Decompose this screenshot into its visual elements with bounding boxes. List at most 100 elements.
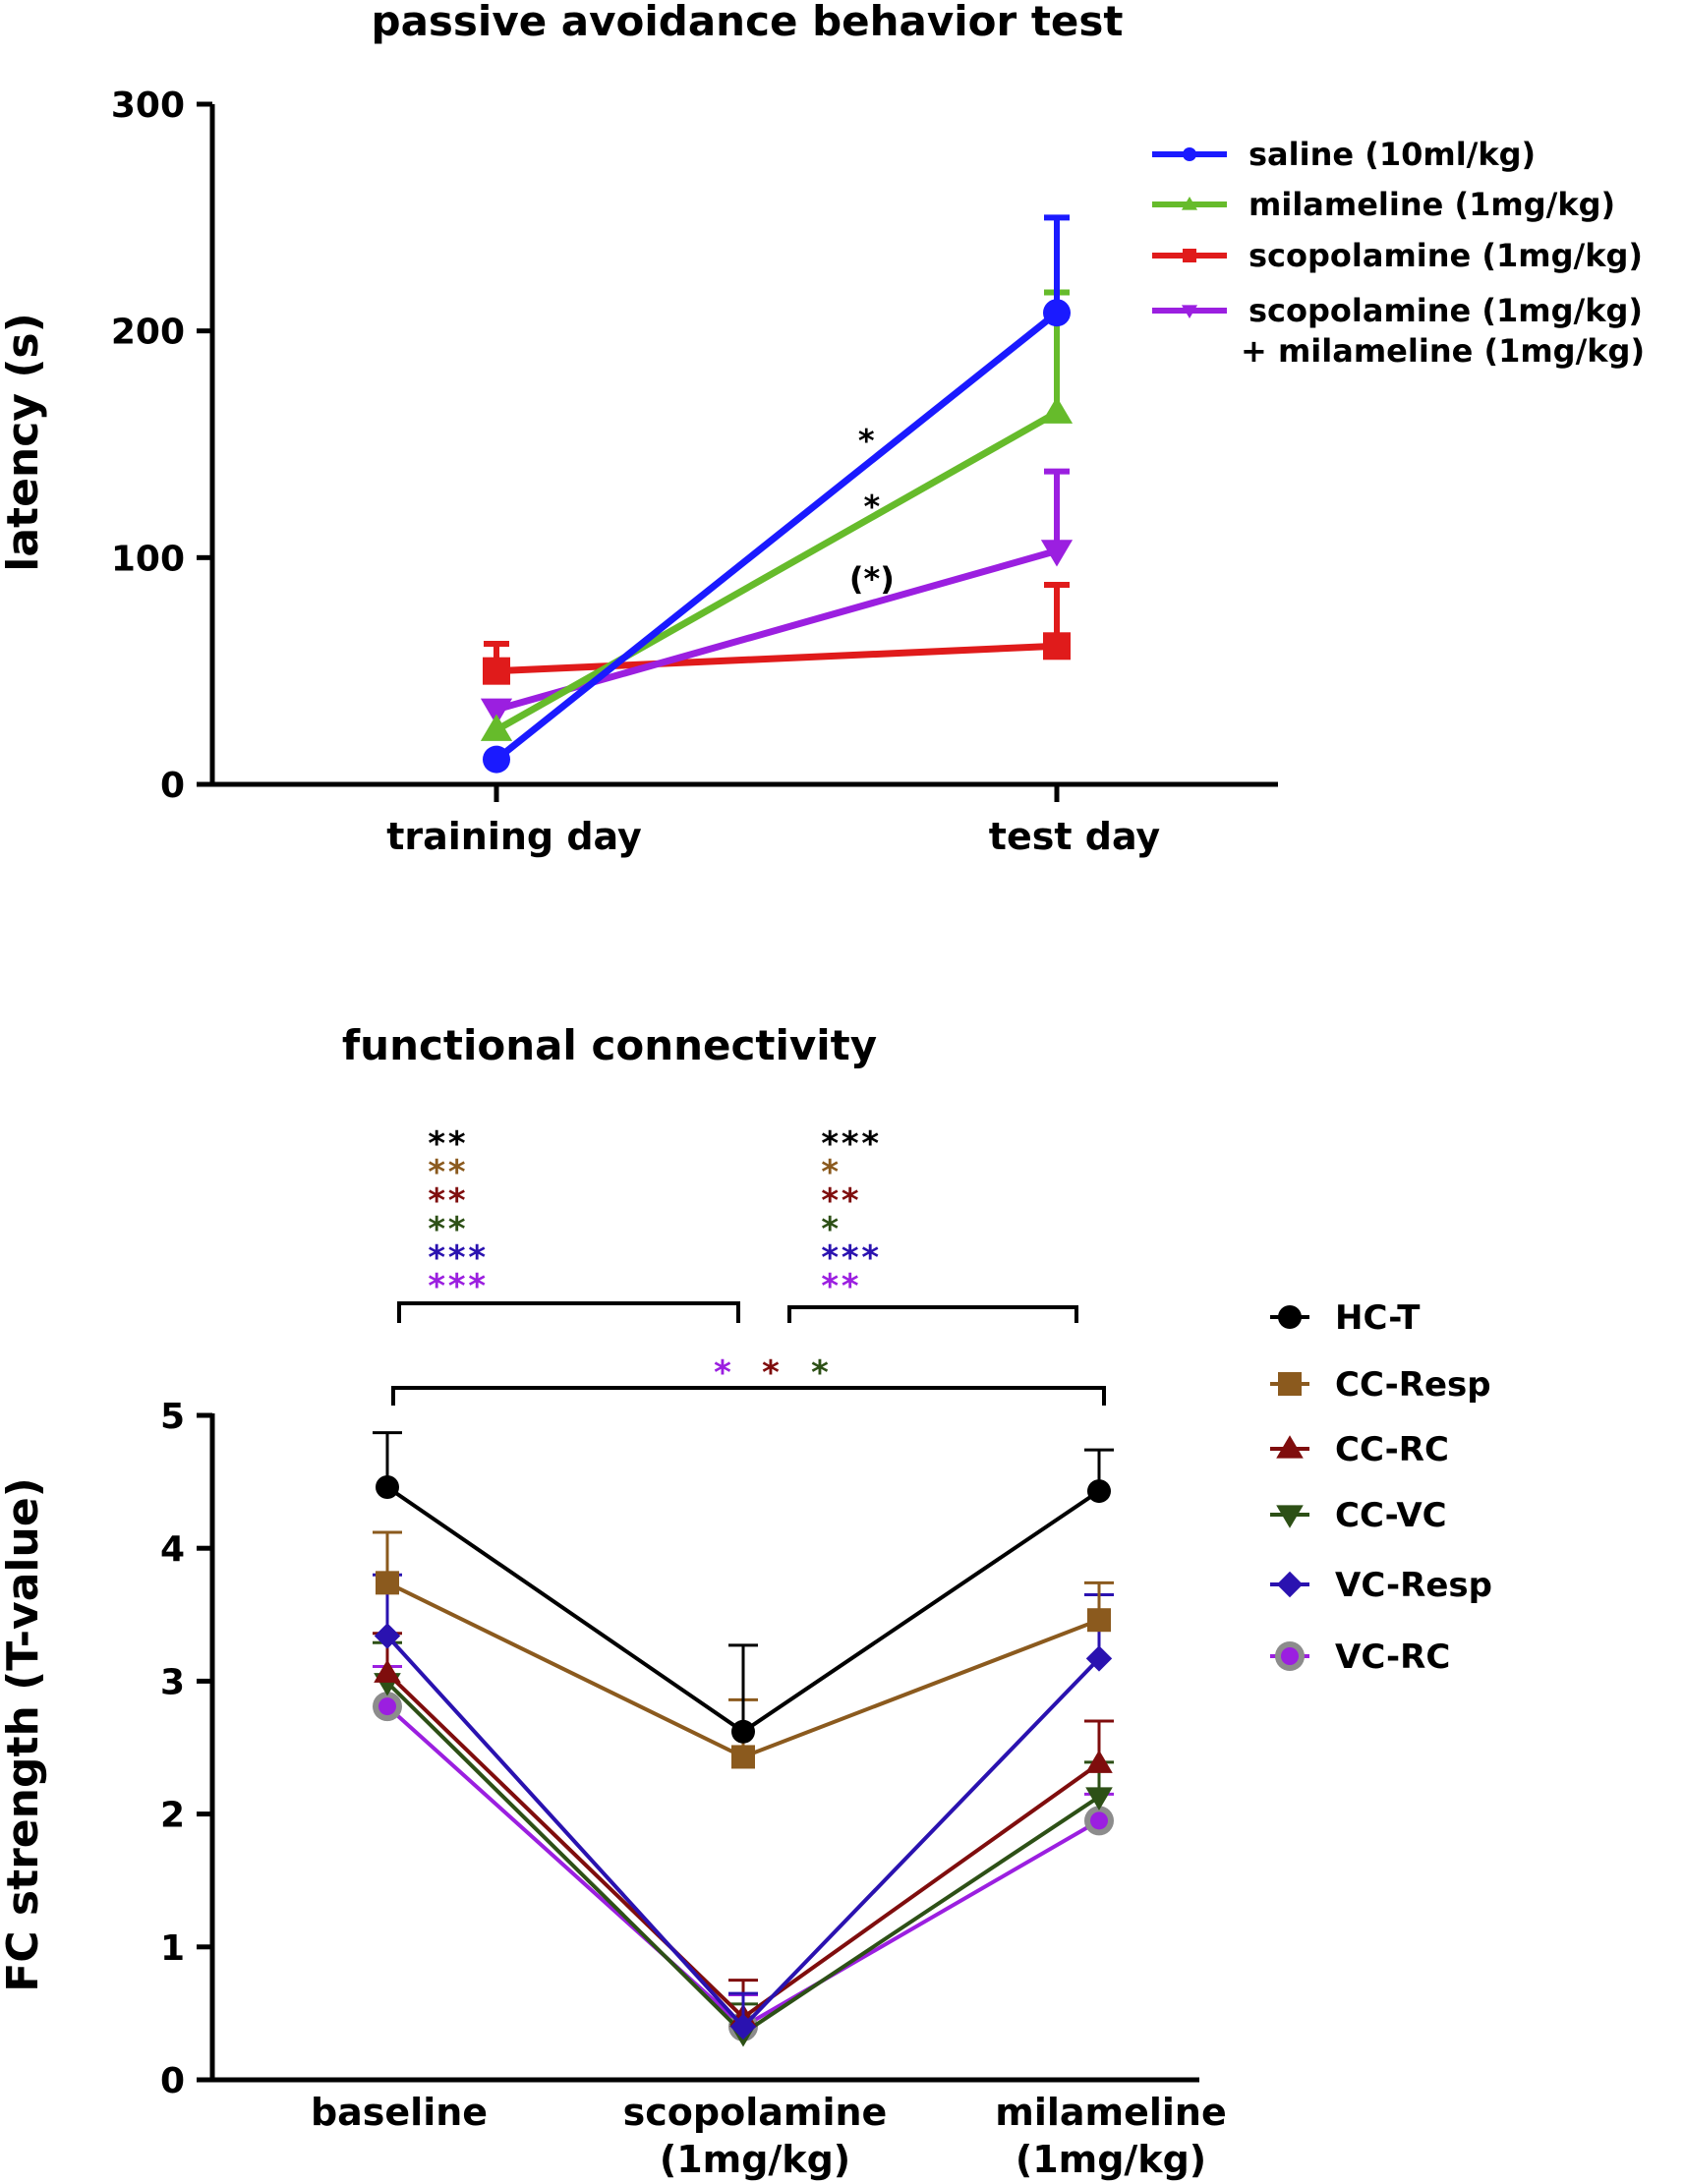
chart2-y-tick-label: 0: [160, 2061, 185, 2101]
significance-stars: ***: [427, 1238, 487, 1278]
chart2-point: [1087, 1608, 1111, 1633]
chart2-point: [1085, 1645, 1113, 1672]
chart1-annotation: (*): [849, 560, 895, 598]
chart2-x-tick-label: scopolamine: [623, 2091, 888, 2134]
legend-label: HC-T: [1335, 1298, 1421, 1338]
significance-stars: ***: [820, 1124, 880, 1164]
significance-stars: **: [820, 1181, 860, 1221]
chart2-y-tick-label: 5: [160, 1397, 185, 1437]
significance-stars: **: [427, 1181, 467, 1221]
chart1-annotation: *: [858, 422, 875, 459]
chart1-series-line: [494, 409, 1059, 733]
chart1-series-1: [480, 289, 1074, 741]
legend-marker: [1181, 196, 1198, 210]
chart2-point-core: [1090, 1811, 1108, 1830]
significance-stars: *: [713, 1353, 732, 1393]
significance-stars: **: [427, 1124, 467, 1164]
chart2-point-core: [378, 1697, 396, 1716]
chart1-point: [483, 657, 510, 685]
chart1-title: passive avoidance behavior test: [372, 0, 1124, 45]
chart2-y-tick-label: 1: [160, 1928, 185, 1969]
legend-label: milameline (1mg/kg): [1248, 186, 1615, 223]
chart1: passive avoidance behavior test latency …: [0, 0, 1645, 858]
chart1-point: [480, 698, 513, 725]
significance-bracket: [391, 1386, 1106, 1406]
legend-label: VC-Resp: [1335, 1566, 1492, 1605]
significance-stars: *: [820, 1153, 840, 1192]
chart1-y-tick-label: 300: [111, 86, 185, 126]
chart2-legend-item: CC-RC: [1270, 1430, 1449, 1469]
significance-stars: **: [427, 1153, 467, 1192]
legend-label-line2: + milameline (1mg/kg): [1241, 332, 1645, 370]
chart2-series-4: [373, 1573, 1114, 2040]
chart2-point: [1084, 1806, 1114, 1836]
chart1-x-tick-label: training day: [386, 815, 642, 858]
chart2-legend-item: CC-VC: [1270, 1496, 1447, 1535]
legend-marker: [1183, 249, 1196, 262]
chart2-legend-item: HC-T: [1270, 1298, 1421, 1338]
chart2: functional connectivity FC strength (T-v…: [0, 1021, 1492, 2181]
chart1-y-tick-label: 200: [111, 313, 185, 353]
chart1-series-0: [483, 214, 1071, 774]
legend-label: CC-RC: [1335, 1430, 1449, 1469]
chart2-x-tick-label: milameline: [995, 2091, 1227, 2134]
significance-stars: **: [820, 1267, 860, 1306]
legend-marker: [1181, 305, 1198, 319]
legend-marker: [1278, 1305, 1302, 1329]
chart2-point: [376, 1475, 399, 1500]
legend-label: CC-VC: [1335, 1496, 1447, 1535]
chart1-point: [480, 714, 513, 741]
significance-stars: *: [820, 1210, 840, 1249]
significance-bracket: [397, 1301, 740, 1323]
chart1-legend-item: scopolamine (1mg/kg): [1152, 237, 1643, 274]
chart2-point: [729, 2013, 757, 2040]
significance-stars: *: [761, 1353, 781, 1393]
legend-label: VC-RC: [1335, 1638, 1450, 1677]
chart1-y-tick-label: 0: [160, 766, 185, 806]
legend-marker: [1276, 1435, 1304, 1459]
chart2-y-tick-label: 2: [160, 1796, 185, 1836]
chart1-legend-item: saline (10ml/kg): [1152, 136, 1536, 173]
legend-label: saline (10ml/kg): [1248, 136, 1536, 173]
chart2-point: [1085, 1787, 1113, 1810]
chart2-legend-item: VC-RC: [1270, 1638, 1450, 1677]
chart2-legend-item: CC-Resp: [1270, 1365, 1491, 1405]
chart2-point: [1087, 1479, 1111, 1504]
chart1-y-axis-title: latency (s): [0, 313, 48, 571]
legend-marker: [1275, 1641, 1305, 1671]
chart1-annotation: *: [864, 488, 881, 525]
chart2-point: [1085, 1750, 1113, 1773]
chart2-point: [731, 1719, 755, 1744]
legend-label: CC-Resp: [1335, 1365, 1491, 1405]
chart1-point: [1043, 632, 1071, 661]
chart1-legend-item: milameline (1mg/kg): [1152, 186, 1615, 223]
chart1-point: [1040, 540, 1074, 567]
chart1-series-line: [494, 310, 1060, 763]
legend-label: scopolamine (1mg/kg): [1248, 237, 1643, 274]
chart1-x-tick-label: test day: [989, 815, 1161, 858]
chart2-x-tick-label-line2: (1mg/kg): [660, 2138, 850, 2181]
chart2-series-0: [373, 1431, 1114, 1744]
legend-marker-core: [1281, 1647, 1299, 1665]
chart2-legend-item: VC-Resp: [1270, 1566, 1492, 1605]
significance-stars: ***: [820, 1238, 880, 1278]
chart2-point: [374, 1623, 401, 1649]
chart2-x-tick-label: baseline: [311, 2091, 488, 2134]
chart1-legend-item: scopolamine (1mg/kg)+ milameline (1mg/kg…: [1152, 292, 1645, 370]
chart2-x-tick-label-line2: (1mg/kg): [1016, 2138, 1206, 2181]
chart2-y-axis-title: FC strength (T-value): [0, 1477, 48, 1992]
chart1-series-2: [483, 582, 1071, 685]
chart2-y-tick-label: 3: [160, 1662, 185, 1702]
chart2-point: [731, 1745, 755, 1769]
chart2-point: [373, 1692, 402, 1722]
legend-marker: [1183, 147, 1196, 161]
chart1-point: [1040, 396, 1074, 424]
chart2-point: [376, 1571, 399, 1595]
legend-marker: [1276, 1571, 1304, 1598]
chart1-series-line: [495, 642, 1058, 675]
chart1-point: [1043, 299, 1071, 327]
significance-stars: *: [810, 1353, 830, 1393]
legend-marker: [1278, 1372, 1302, 1396]
significance-bracket: [787, 1305, 1078, 1323]
